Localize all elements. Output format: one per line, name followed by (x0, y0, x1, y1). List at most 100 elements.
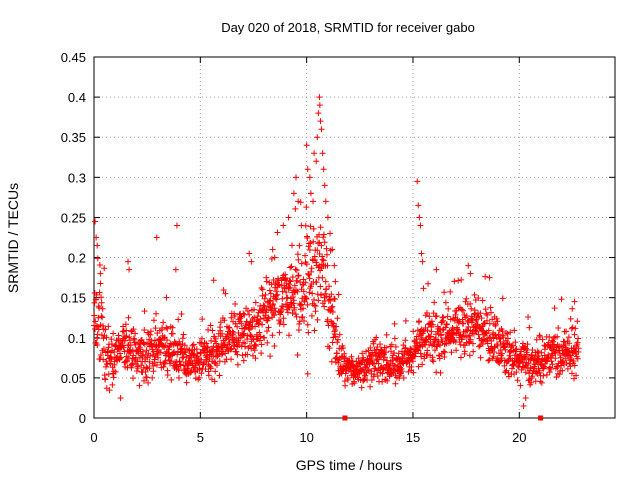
data-point (551, 349, 558, 356)
data-point (517, 351, 524, 358)
data-point (173, 222, 180, 229)
data-point (311, 327, 318, 334)
data-point (246, 311, 253, 318)
data-point (308, 265, 315, 272)
data-point (274, 229, 281, 236)
data-point (290, 297, 297, 304)
data-point (326, 283, 333, 290)
data-point (295, 272, 302, 279)
data-point (130, 335, 137, 342)
data-point (319, 256, 326, 263)
data-point (273, 296, 280, 303)
data-point (502, 346, 509, 353)
data-point (497, 338, 504, 345)
data-point (450, 332, 457, 339)
x-tick-label: 20 (512, 430, 526, 445)
data-point (186, 346, 193, 353)
data-point (480, 320, 487, 327)
data-point (292, 311, 299, 318)
data-point (314, 316, 321, 323)
data-point (92, 218, 99, 225)
data-point (571, 298, 578, 305)
data-point (528, 379, 535, 386)
data-point (243, 318, 250, 325)
data-point (416, 342, 423, 349)
data-point (102, 376, 109, 383)
data-point (368, 376, 375, 383)
data-point (419, 258, 426, 265)
x-tick-label: 10 (299, 430, 313, 445)
data-point (424, 310, 431, 317)
data-point (568, 370, 575, 377)
data-point (496, 336, 503, 343)
data-point (458, 276, 465, 283)
data-point (94, 331, 101, 338)
data-point (378, 347, 385, 354)
data-point (246, 342, 253, 349)
data-point (217, 319, 224, 326)
data-point (390, 366, 397, 373)
data-point (241, 332, 248, 339)
data-point (491, 344, 498, 351)
data-point (136, 382, 143, 389)
data-point (371, 371, 378, 378)
data-point (552, 355, 559, 362)
data-point (288, 263, 295, 270)
data-point (276, 329, 283, 336)
data-point (546, 333, 553, 340)
data-point (97, 352, 104, 359)
data-point (461, 311, 468, 318)
data-point (216, 372, 223, 379)
data-point (400, 375, 407, 382)
data-point (294, 288, 301, 295)
y-tick-label: 0.15 (61, 291, 86, 306)
data-point (196, 374, 203, 381)
data-point (97, 280, 104, 287)
data-point (271, 254, 278, 261)
data-point (298, 301, 305, 308)
y-tick-label: 0.1 (68, 331, 86, 346)
data-point (545, 339, 552, 346)
data-point (402, 345, 409, 352)
data-point (93, 296, 100, 303)
data-point (240, 357, 247, 364)
data-point (351, 380, 358, 387)
data-point (305, 329, 312, 336)
data-point (499, 328, 506, 335)
data-point (91, 299, 98, 306)
data-point (432, 313, 439, 320)
data-point (234, 323, 241, 330)
data-point (105, 348, 112, 355)
data-point (93, 234, 100, 241)
data-point (554, 333, 561, 340)
data-point (260, 302, 267, 309)
data-point (559, 367, 566, 374)
data-point (96, 304, 103, 311)
data-point (132, 341, 139, 348)
data-point (322, 198, 329, 205)
data-point (318, 126, 325, 133)
data-point (478, 315, 485, 322)
data-point (344, 376, 351, 383)
data-point (163, 324, 170, 331)
data-point (303, 295, 310, 302)
data-point (150, 368, 157, 375)
data-point (484, 312, 491, 319)
data-point (370, 340, 377, 347)
data-point (280, 315, 287, 322)
data-point (306, 275, 313, 282)
data-point (234, 351, 241, 358)
data-point (305, 243, 312, 250)
data-point (327, 297, 334, 304)
data-point (128, 361, 135, 368)
data-point (426, 313, 433, 320)
data-point (374, 372, 381, 379)
data-point (274, 291, 281, 298)
data-point (125, 354, 132, 361)
data-point (244, 336, 251, 343)
data-point (117, 350, 124, 357)
data-point (204, 344, 211, 351)
data-point (252, 323, 259, 330)
data-point (228, 345, 235, 352)
